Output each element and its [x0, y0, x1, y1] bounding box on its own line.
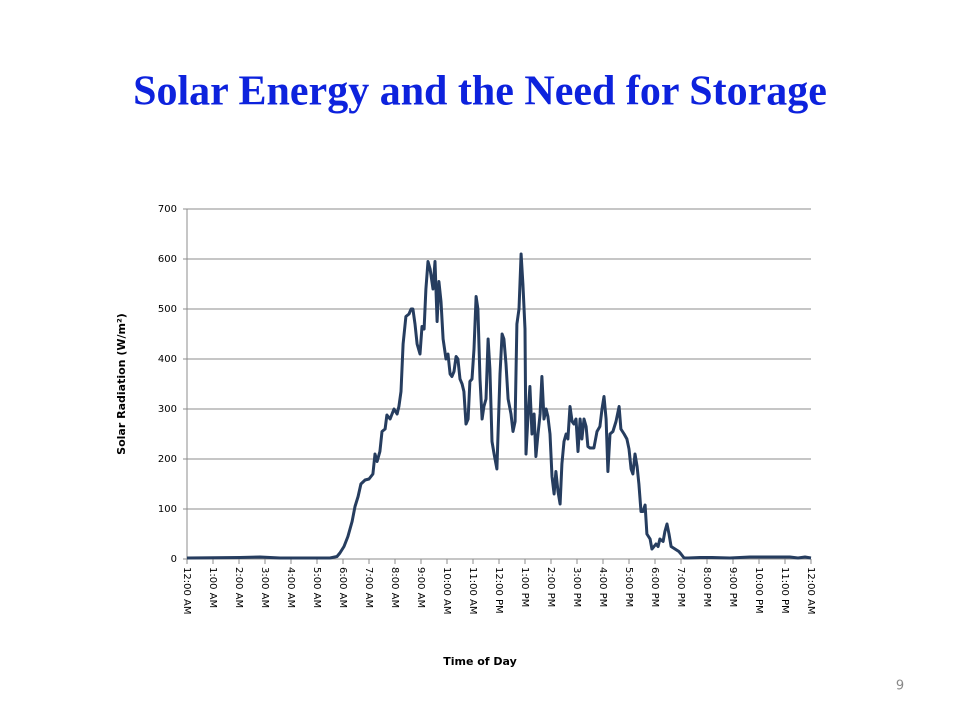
x-tick-label: 10:00 PM [753, 567, 764, 614]
y-tick-label: 0 [171, 554, 177, 565]
x-tick-label: 6:00 PM [649, 567, 660, 607]
y-axis-title: Solar Radiation (W/m²) [115, 313, 128, 455]
y-tick-label: 600 [158, 254, 177, 265]
x-tick-label: 10:00 AM [441, 567, 452, 614]
x-tick-label: 11:00 AM [467, 567, 478, 614]
y-tick-label: 700 [158, 204, 177, 215]
page-number: 9 [896, 679, 904, 694]
slide-title: Solar Energy and the Need for Storage [133, 69, 827, 115]
x-tick-label: 4:00 AM [285, 567, 296, 608]
x-tick-label: 3:00 AM [259, 567, 270, 608]
x-tick-label: 6:00 AM [337, 567, 348, 608]
x-tick-label: 9:00 PM [727, 567, 738, 607]
y-tick-label: 300 [158, 404, 177, 415]
x-tick-label: 5:00 PM [623, 567, 634, 607]
y-tick-label: 100 [158, 504, 177, 515]
x-tick-label: 11:00 PM [779, 567, 790, 614]
x-tick-label: 12:00 AM [181, 567, 192, 614]
y-tick-label: 500 [158, 304, 177, 315]
x-tick-label: 9:00 AM [415, 567, 426, 608]
x-tick-label: 8:00 AM [389, 567, 400, 608]
x-tick-label: 8:00 PM [701, 567, 712, 607]
data-line [186, 252, 812, 560]
x-tick-label: 4:00 PM [597, 567, 608, 607]
x-tick-label: 1:00 AM [207, 567, 218, 608]
y-tick-label: 400 [158, 354, 177, 365]
x-axis-title: Time of Day [443, 655, 517, 668]
x-tick-label: 1:00 PM [519, 567, 530, 607]
x-tick-label: 2:00 PM [545, 567, 556, 607]
x-tick-label: 2:00 AM [233, 567, 244, 608]
x-tick-label: 12:00 PM [493, 567, 504, 614]
x-tick-label: 5:00 AM [311, 567, 322, 608]
x-tick-label: 12:00 AM [805, 567, 816, 614]
x-tick-label: 3:00 PM [571, 567, 582, 607]
x-tick-label: 7:00 PM [675, 567, 686, 607]
y-tick-label: 200 [158, 454, 177, 465]
x-tick-label: 7:00 AM [363, 567, 374, 608]
